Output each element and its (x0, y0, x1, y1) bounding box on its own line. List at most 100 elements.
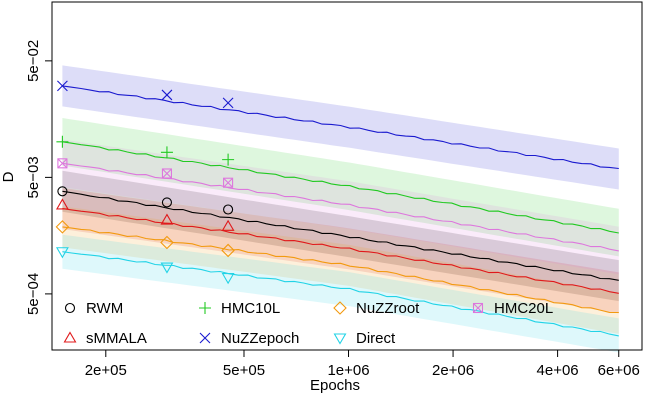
point-nuzzroot-0-shape (55, 220, 70, 234)
line-hmc10l (62, 141, 619, 234)
line-direct (62, 251, 619, 337)
point-rwm-1-shape (161, 197, 172, 208)
x-tick-label-5: 6e+06 (598, 362, 640, 379)
legend-marker-rwm (64, 302, 76, 314)
point-hmc20l-2-cross (223, 177, 233, 188)
series-markers (55, 80, 235, 285)
legend-label-nuzzepoch: NuZZepoch (221, 330, 299, 347)
point-hmc20l-2 (223, 177, 234, 188)
point-nuzzepoch-0 (57, 80, 68, 92)
legend-marker-nuzzroot-shape (333, 301, 347, 315)
point-smmala-2 (221, 219, 235, 231)
legend-label-nuzzroot: NuZZroot (356, 300, 420, 317)
legend-marker-nuzzepoch (199, 332, 211, 344)
point-nuzzepoch-2 (222, 97, 234, 109)
legend-label-hmc10l: HMC10L (221, 300, 280, 317)
legend-marker-direct-shape (333, 333, 347, 345)
y-tick-label-1: 5e−03 (25, 156, 42, 198)
point-smmala-1 (160, 213, 174, 225)
x-axis: 2e+05 5e+05 1e+06 2e+06 4e+06 6e+06 (85, 349, 640, 379)
point-hmc10l-1-shape (160, 146, 173, 159)
legend-marker-hmc10l (199, 302, 211, 314)
legend-marker-rwm-shape (64, 302, 76, 314)
point-rwm-2 (223, 204, 234, 215)
y-tick-label-0: 5e−04 (25, 273, 42, 315)
line-smmala (62, 208, 619, 294)
band-smmala (62, 188, 619, 314)
x-tick-label-0: 2e+05 (85, 362, 127, 379)
y-tick-label-2: 5e−02 (25, 40, 42, 82)
legend-marker-hmc20l (472, 302, 484, 314)
point-hmc20l-0-shape (57, 158, 68, 169)
point-direct-1 (160, 262, 174, 274)
series-lines (62, 85, 619, 337)
point-rwm-0 (57, 186, 68, 197)
point-hmc20l-0 (57, 158, 68, 169)
line-hmc20l (62, 162, 619, 252)
point-nuzzepoch-1 (161, 89, 173, 101)
legend-label-direct: Direct (356, 330, 396, 347)
point-hmc20l-0-cross (57, 158, 68, 169)
point-direct-1-shape (160, 262, 174, 274)
legend-marker-nuzzroot (333, 301, 347, 315)
y-axis-title: D (0, 171, 17, 182)
x-tick-label-4: 4e+06 (537, 362, 579, 379)
point-nuzzroot-1 (160, 235, 174, 250)
point-nuzzroot-0 (55, 220, 70, 234)
point-direct-0 (55, 247, 69, 259)
band-hmc20l (62, 139, 619, 275)
legend: RWM HMC10L NuZZroot HMC20L sMMALA NuZZepoch Di… (63, 300, 553, 347)
point-smmala-1-shape (160, 213, 174, 225)
point-hmc10l-2 (222, 153, 235, 166)
point-hmc20l-1-cross (162, 168, 172, 179)
band-direct (62, 234, 619, 353)
band-hmc10l (62, 118, 619, 257)
line-rwm (62, 190, 619, 281)
x-tick-label-2: 1e+06 (327, 362, 369, 379)
point-nuzzepoch-1-shape (161, 89, 173, 101)
point-direct-0-shape (55, 247, 69, 259)
x-tick-label-1: 5e+05 (223, 362, 265, 379)
point-direct-2-shape (221, 273, 235, 285)
point-hmc10l-1 (160, 146, 173, 159)
point-hmc20l-1-shape (161, 168, 172, 179)
point-rwm-0-shape (57, 186, 68, 197)
point-smmala-0 (55, 198, 69, 210)
point-hmc10l-0-shape (56, 135, 69, 148)
point-rwm-1 (161, 197, 172, 208)
point-smmala-0-shape (55, 198, 69, 210)
legend-label-smmala: sMMALA (86, 330, 147, 347)
legend-label-hmc20l: HMC20L (494, 300, 553, 317)
legend-marker-nuzzepoch-shape (199, 332, 211, 344)
legend-marker-hmc10l-shape (199, 302, 211, 314)
band-nuzzroot (62, 206, 619, 334)
x-axis-title: Epochs (310, 377, 360, 394)
point-smmala-2-shape (221, 219, 235, 231)
legend-marker-hmc20l-cross (473, 303, 483, 313)
point-nuzzroot-2-shape (221, 243, 235, 258)
legend-label-rwm: RWM (86, 300, 123, 317)
point-nuzzroot-1-shape (160, 235, 174, 250)
point-nuzzroot-2 (221, 243, 235, 258)
legend-marker-hmc20l-shape (472, 302, 484, 314)
line-nuzzepoch (62, 85, 619, 170)
band-rwm (62, 170, 619, 302)
point-direct-2 (221, 273, 235, 285)
band-nuzzepoch (62, 65, 619, 190)
legend-marker-smmala-shape (63, 331, 77, 343)
point-hmc10l-2-shape (222, 153, 235, 166)
legend-marker-direct (333, 333, 347, 345)
point-hmc20l-1 (161, 168, 172, 179)
point-hmc10l-0 (56, 135, 69, 148)
confidence-bands (62, 65, 619, 353)
point-rwm-2-shape (223, 204, 234, 215)
line-nuzzroot (62, 226, 619, 314)
x-tick-label-3: 2e+06 (432, 362, 474, 379)
point-nuzzepoch-2-shape (222, 97, 234, 109)
point-hmc20l-2-shape (223, 177, 234, 188)
point-nuzzepoch-0-shape (57, 80, 68, 92)
legend-marker-smmala (63, 331, 77, 343)
